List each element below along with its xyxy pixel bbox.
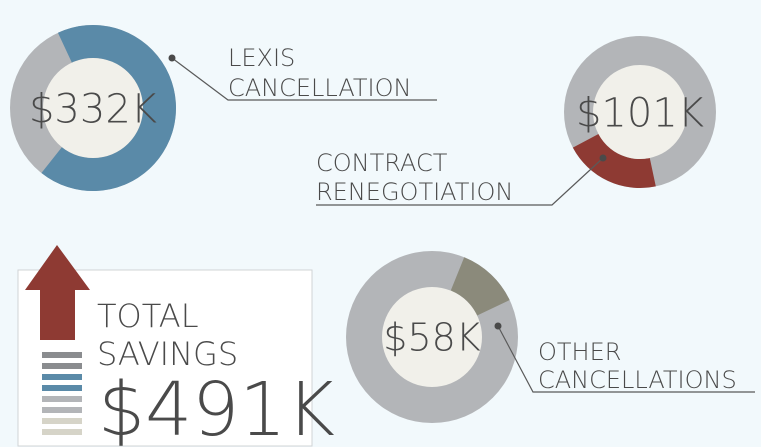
total-label: SAVINGS bbox=[97, 335, 238, 373]
donut-value: $332K bbox=[29, 86, 157, 132]
leader-line bbox=[316, 157, 604, 206]
total-label: TOTAL bbox=[97, 297, 199, 335]
donut-hole bbox=[593, 65, 687, 159]
donut-hole bbox=[43, 58, 143, 158]
donut-value: $101K bbox=[576, 90, 704, 136]
leader-line bbox=[171, 57, 437, 101]
donut-hole bbox=[382, 287, 482, 387]
donut-segment bbox=[41, 24, 176, 191]
segment-label: CONTRACT bbox=[316, 149, 448, 177]
leader-dot bbox=[494, 322, 502, 330]
donut-value: $58K bbox=[383, 316, 481, 360]
donut-segment bbox=[572, 134, 656, 189]
segment-label: CANCELLATION bbox=[228, 74, 411, 102]
arrow bbox=[25, 245, 90, 340]
segment-label: CANCELLATIONS bbox=[538, 366, 737, 394]
donut-segment bbox=[450, 257, 510, 316]
stripes bbox=[42, 352, 82, 435]
segment-label: RENEGOTIATION bbox=[316, 178, 513, 206]
segment-label: LEXIS bbox=[228, 44, 295, 72]
leader-line bbox=[497, 325, 755, 393]
leader-dot bbox=[599, 154, 607, 162]
segment-label: OTHER bbox=[538, 338, 621, 366]
leader-dot bbox=[168, 54, 176, 62]
total-value: $491K bbox=[98, 367, 335, 447]
